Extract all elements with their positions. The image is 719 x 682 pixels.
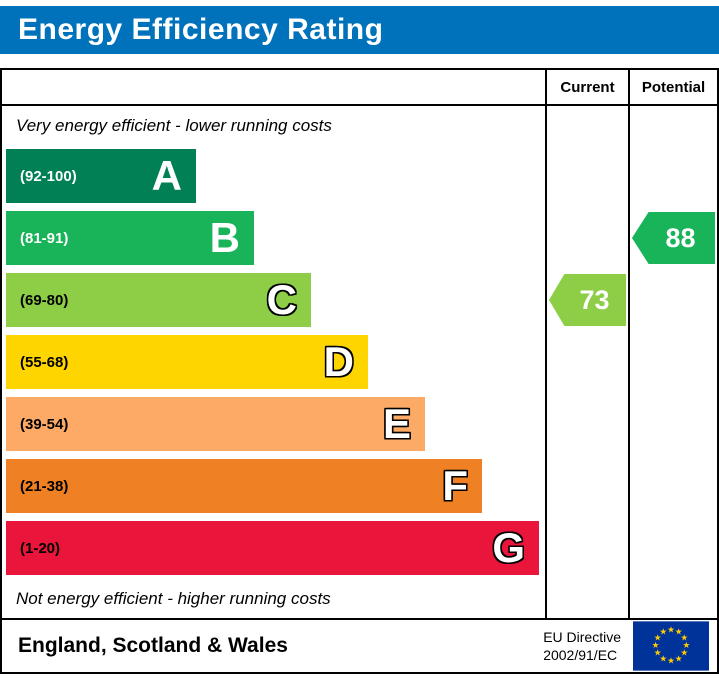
band-range-d: (55-68) <box>20 353 69 371</box>
band-row-g: (1-20) G <box>2 517 545 579</box>
bands-column: Very energy efficient - lower running co… <box>2 106 545 618</box>
footer-right: EU Directive 2002/91/EC ★ ★ ★ ★ ★ ★ ★ ★ ★ ★ ★ ★ <box>543 621 709 671</box>
svg-text:★: ★ <box>654 649 662 659</box>
svg-text:★: ★ <box>659 654 667 664</box>
band-bar-a: (92-100) A <box>6 149 196 203</box>
band-range-f: (21-38) <box>20 477 69 495</box>
bottom-note: Not energy efficient - higher running co… <box>16 588 331 608</box>
table-header-row: Current Potential <box>2 70 717 106</box>
current-value: 73 <box>579 284 610 315</box>
band-bar-c: (69-80) C <box>6 273 311 327</box>
potential-column: 88 <box>628 106 717 618</box>
band-range-c: (69-80) <box>20 291 69 309</box>
eu-flag-icon: ★ ★ ★ ★ ★ ★ ★ ★ ★ ★ ★ ★ <box>633 621 709 671</box>
band-bar-e: (39-54) E <box>6 397 425 451</box>
svg-text:★: ★ <box>680 633 688 643</box>
footer-bar: England, Scotland & Wales EU Directive 2… <box>0 618 719 674</box>
band-bar-f: (21-38) F <box>6 459 482 513</box>
band-letter-g: G <box>492 524 525 571</box>
table-body: Very energy efficient - lower running co… <box>2 106 717 618</box>
potential-value: 88 <box>665 222 696 253</box>
title-bar: Energy Efficiency Rating <box>0 6 719 54</box>
current-column: 73 <box>545 106 628 618</box>
potential-arrow: 88 <box>632 212 715 264</box>
band-bar-d: (55-68) D <box>6 335 368 389</box>
epc-chart-page: Energy Efficiency Rating Current Potenti… <box>0 6 719 682</box>
band-range-a: (92-100) <box>20 167 77 185</box>
current-column-header: Current <box>545 70 628 104</box>
svg-text:★: ★ <box>659 628 667 638</box>
rating-table: Current Potential Very energy efficient … <box>0 68 719 620</box>
current-arrow: 73 <box>549 274 626 326</box>
svg-text:★: ★ <box>675 654 683 664</box>
band-range-e: (39-54) <box>20 415 69 433</box>
band-range-b: (81-91) <box>20 229 69 247</box>
band-bar-b: (81-91) B <box>6 211 254 265</box>
band-row-b: (81-91) B <box>2 207 545 269</box>
svg-text:★: ★ <box>680 649 688 659</box>
svg-text:★: ★ <box>654 633 662 643</box>
header-spacer <box>2 70 545 104</box>
svg-text:★: ★ <box>682 641 690 651</box>
top-note: Very energy efficient - lower running co… <box>16 115 332 135</box>
band-range-g: (1-20) <box>20 539 61 557</box>
eu-directive-line2: 2002/91/EC <box>543 647 618 663</box>
band-bar-g: (1-20) G <box>6 521 539 575</box>
band-letter-a: A <box>151 152 182 199</box>
band-row-e: (39-54) E <box>2 393 545 455</box>
band-letter-f: F <box>442 462 468 509</box>
eu-directive-label: EU Directive 2002/91/EC <box>543 628 621 664</box>
band-letter-d: D <box>323 338 354 385</box>
band-letter-e: E <box>382 400 411 447</box>
svg-text:★: ★ <box>667 656 675 666</box>
potential-column-header: Potential <box>628 70 717 104</box>
band-row-f: (21-38) F <box>2 455 545 517</box>
band-letter-b: B <box>209 214 240 261</box>
band-row-c: (69-80) C <box>2 269 545 331</box>
svg-text:★: ★ <box>652 641 660 651</box>
band-row-a: (92-100) A <box>2 145 545 207</box>
band-row-d: (55-68) D <box>2 331 545 393</box>
page-title: Energy Efficiency Rating <box>18 13 384 46</box>
band-letter-c: C <box>266 276 297 323</box>
svg-text:★: ★ <box>667 626 675 636</box>
eu-directive-line1: EU Directive <box>543 628 621 645</box>
region-label: England, Scotland & Wales <box>18 634 288 657</box>
svg-text:★: ★ <box>675 628 683 638</box>
